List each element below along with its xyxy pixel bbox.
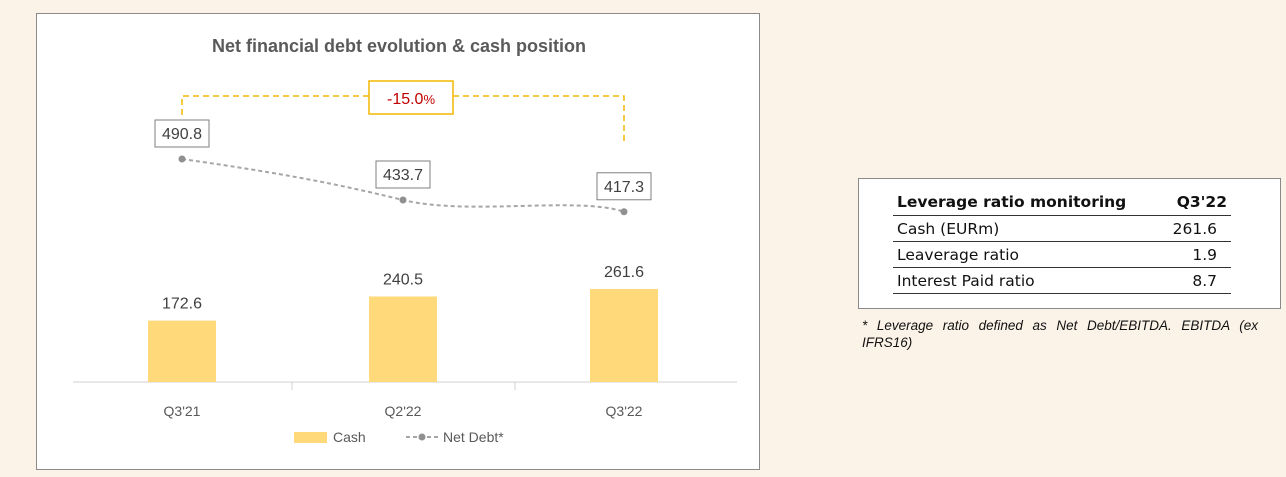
row-label: Cash (EURm) xyxy=(893,215,1161,242)
chart-title: Net financial debt evolution & cash posi… xyxy=(212,36,586,56)
cash-bar-label: 261.6 xyxy=(604,264,644,281)
net-debt-label-box xyxy=(154,119,210,148)
x-tick-label: Q3'21 xyxy=(164,403,201,419)
leverage-table: Leverage ratio monitoring Q3'22 Cash (EU… xyxy=(893,189,1231,294)
net-debt-label: 490.8 xyxy=(162,126,202,143)
cash-bar xyxy=(369,296,437,382)
change-value: -15.0 xyxy=(387,91,424,108)
change-annotation-label: -15.0% xyxy=(387,91,435,108)
row-label: Interest Paid ratio xyxy=(893,267,1161,294)
table-row: Leaverage ratio 1.9 xyxy=(893,241,1231,268)
change-bracket-left xyxy=(181,95,369,115)
table-header-label: Leverage ratio monitoring xyxy=(893,189,1161,216)
row-value: 261.6 xyxy=(1160,215,1231,242)
net-debt-point xyxy=(620,208,628,216)
legend-net-debt-marker xyxy=(418,433,426,441)
table-row: Cash (EURm) 261.6 xyxy=(893,215,1231,242)
net-debt-point xyxy=(178,155,186,163)
change-bracket-right xyxy=(453,95,625,144)
x-tick-label: Q2'22 xyxy=(385,403,422,419)
x-tick-label: Q3'22 xyxy=(606,403,643,419)
cash-bar xyxy=(590,288,658,382)
leverage-table-panel: Leverage ratio monitoring Q3'22 Cash (EU… xyxy=(858,178,1281,309)
cash-bar xyxy=(148,320,216,382)
cash-bar-label: 240.5 xyxy=(383,271,423,288)
net-debt-label-box xyxy=(596,172,652,201)
table-row: Interest Paid ratio 8.7 xyxy=(893,267,1231,294)
legend-net-debt-label: Net Debt* xyxy=(443,429,504,445)
net-debt-label-box xyxy=(375,160,431,189)
net-debt-label: 433.7 xyxy=(383,167,423,184)
net-debt-label: 417.3 xyxy=(604,179,644,196)
change-annotation-box xyxy=(368,80,454,115)
table-header-row: Leverage ratio monitoring Q3'22 xyxy=(893,189,1231,216)
legend-cash-swatch xyxy=(294,432,327,443)
row-value: 8.7 xyxy=(1160,267,1231,294)
legend-cash-label: Cash xyxy=(333,429,366,445)
cash-bar-label: 172.6 xyxy=(162,296,202,313)
chart-svg: Net financial debt evolution & cash posi… xyxy=(73,36,737,445)
row-label: Leaverage ratio xyxy=(893,241,1161,268)
footnote: * Leverage ratio defined as Net Debt/EBI… xyxy=(862,318,1258,350)
table-header-value: Q3'22 xyxy=(1160,189,1231,216)
row-value: 1.9 xyxy=(1160,241,1231,268)
net-debt-point xyxy=(399,196,407,204)
change-unit: % xyxy=(423,92,435,107)
chart-panel: Net financial debt evolution & cash posi… xyxy=(36,13,760,470)
